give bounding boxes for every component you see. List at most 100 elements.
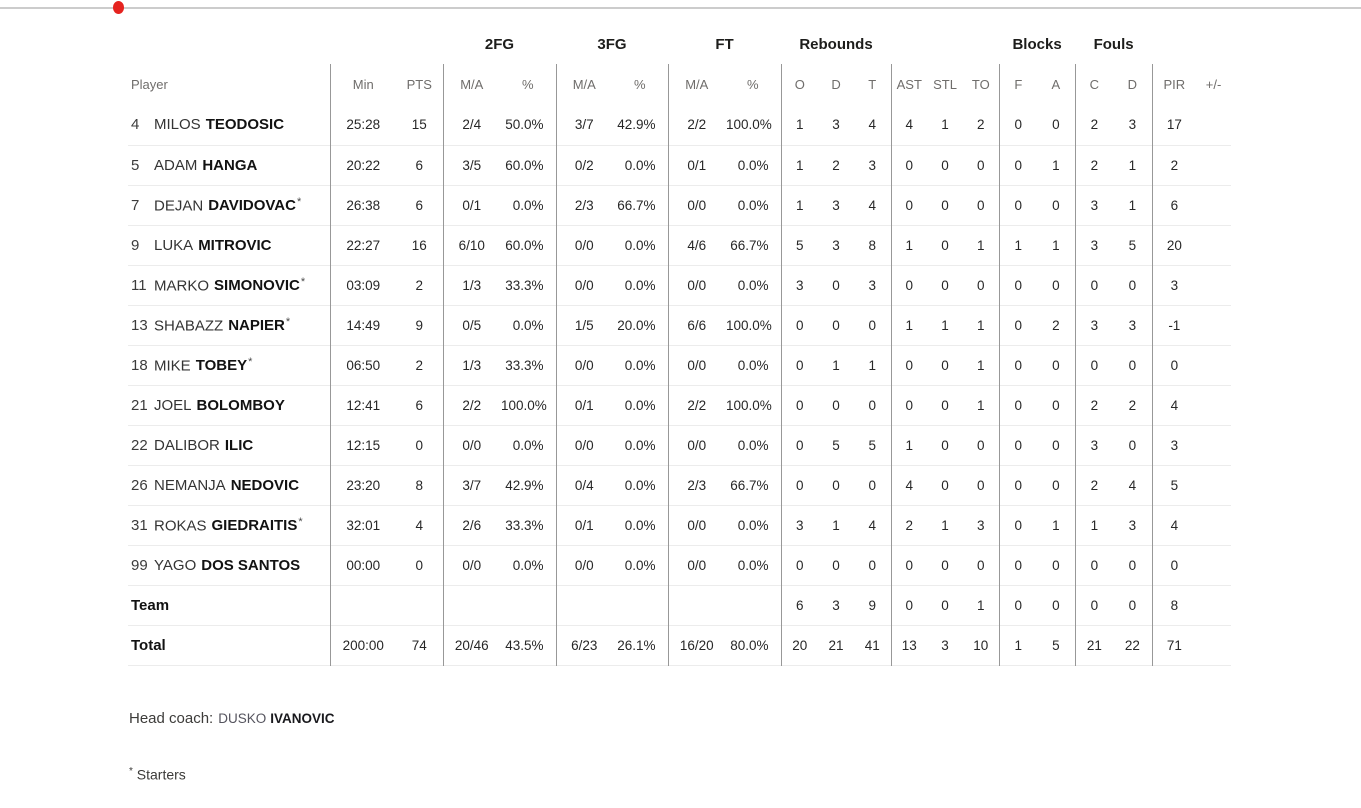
cell-blk_a: 0 [1052,197,1060,213]
cell-ast: 4 [890,465,928,505]
cell-foul_d: 4 [1128,477,1137,493]
cell-stl: 1 [941,117,949,133]
player-row: 22 DALIBOR ILIC 12:15 0 0/0 0.0% 0/0 0.0% 0/0 0.0%… [128,425,1232,465]
cell-fg3_pct: 26.1% [617,637,656,653]
cell-blk_a: 5 [1052,637,1060,653]
cell-fg2_pct: 50.0% [505,117,544,133]
cell-reb_t: 8 [868,237,877,253]
player-cell: 7 DEJAN DAVIDOVAC* [128,185,330,225]
group-header-ft: FT [715,35,734,53]
cell-pts: 4 [415,517,423,533]
cell-fg2_ma: 1/3 [442,265,500,305]
cell-fg2_ma: 20/46 [442,625,500,665]
cell-foul_d: 0 [1128,597,1137,613]
cell-to: 1 [977,357,985,373]
cell-ast: 0 [890,545,928,585]
cell-reb_t: 41 [864,637,880,653]
cell-min: 06:50 [329,345,396,385]
cell-blk_a: 0 [1052,357,1060,373]
cell-reb_t: 4 [868,197,877,213]
cell-ft_ma: 0/1 [667,145,725,185]
cell-foul_c: 2 [1074,465,1114,505]
cell-blk_a: 0 [1052,117,1060,133]
starter-asterisk: * [248,355,253,368]
cell-blk_a: 0 [1052,557,1060,573]
cell-min: 12:41 [329,385,396,425]
player-cell: 9 LUKA MITROVIC [128,225,330,265]
cell-foul_c: 1 [1074,505,1114,545]
cell-reb_d: 0 [832,317,840,333]
cell-pm [1196,105,1231,145]
cell-pts: 6 [415,197,423,213]
player-first-name: ROKAS [154,517,207,535]
player-row: 13 SHABAZZ NAPIER* 14:49 9 0/5 0.0% 1/5 20.0% 6/6… [128,305,1232,345]
cell-reb_d: 0 [832,557,840,573]
cell-blk_f: 0 [998,305,1038,345]
cell-stl: 0 [941,197,949,213]
head-coach-label: Head coach: [129,710,214,727]
cell-fg3_ma: 0/2 [555,145,612,185]
cell-fg2_ma [442,585,500,625]
cell-foul_d: 5 [1128,237,1137,253]
group-header-spacer [891,24,999,64]
cell-reb_d: 0 [832,277,840,293]
cell-ast: 1 [890,305,928,345]
cell-reb_o: 5 [780,225,819,265]
cell-fg2_ma: 0/1 [442,185,500,225]
cell-ast: 0 [890,385,928,425]
cell-reb_o: 0 [780,545,819,585]
cell-min: 00:00 [329,545,396,585]
cell-pts: 6 [415,157,423,173]
cell-fg3_pct: 42.9% [617,117,656,133]
cell-fg2_pct: 60.0% [505,237,544,253]
cell-stl: 3 [941,637,949,653]
cell-pir: 17 [1151,105,1197,145]
column-header-min: Min [329,64,396,105]
cell-stl: 0 [941,557,949,573]
cell-pts: 2 [415,357,423,373]
cell-pm [1196,585,1231,625]
total-label: Total [131,636,166,654]
cell-pir: 8 [1151,585,1197,625]
cell-fg3_pct: 0.0% [624,237,656,253]
timeline-marker-dot[interactable] [113,1,124,14]
group-header-3fg: 3FG [597,35,627,53]
cell-stl: 0 [941,357,949,373]
cell-stl: 0 [941,397,949,413]
player-first-name: ADAM [154,156,198,174]
group-header-row: 2FG 3FG FT Rebounds Blocks Fouls [128,24,1231,64]
cell-fg3_pct: 0.0% [624,397,656,413]
player-number: 22 [131,436,148,454]
cell-ft_ma: 2/2 [667,105,725,145]
cell-min: 25:28 [329,105,396,145]
player-cell: Team [128,585,330,625]
cell-stl: 0 [941,597,949,613]
cell-reb_d: 3 [832,197,840,213]
cell-foul_d: 22 [1124,637,1140,653]
cell-pm [1196,305,1231,345]
cell-pts: 0 [415,437,423,453]
cell-min: 200:00 [329,625,396,665]
cell-ft_pct: 0.0% [737,277,769,293]
cell-blk_a: 0 [1052,437,1060,453]
column-header-ft-ma: M/A [667,64,725,105]
player-cell: 11 MARKO SIMONOVIC* [128,265,330,305]
cell-ft_pct: 100.0% [726,317,772,333]
cell-foul_c: 0 [1074,265,1114,305]
cell-reb_t: 0 [868,317,877,333]
cell-to: 0 [977,557,985,573]
cell-blk_f: 1 [998,225,1038,265]
cell-stl: 1 [941,317,949,333]
cell-fg2_pct: 100.0% [501,397,547,413]
cell-pm [1196,225,1231,265]
cell-fg3_ma: 0/1 [555,385,612,425]
box-score-table: 2FG 3FG FT Rebounds Blocks Fouls Player … [128,24,1232,666]
cell-to: 1 [977,597,985,613]
cell-pm [1196,185,1231,225]
cell-ft_ma [667,585,725,625]
cell-fg3_pct: 0.0% [624,437,656,453]
player-row: 18 MIKE TOBEY* 06:50 2 1/3 33.3% 0/0 0.0% 0/0 0.0%… [128,345,1232,385]
player-last-name: TEODOSIC [205,116,285,134]
cell-reb_d: 3 [832,597,840,613]
cell-reb_d: 0 [832,477,840,493]
